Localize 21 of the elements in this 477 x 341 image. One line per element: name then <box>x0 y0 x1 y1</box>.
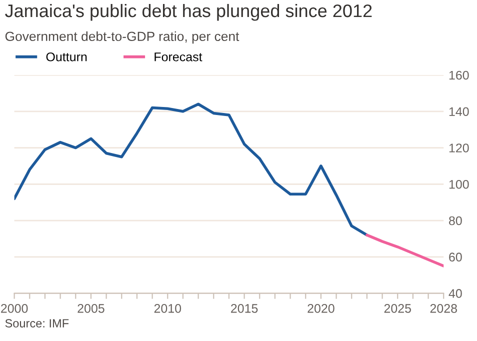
line-series <box>14 102 368 236</box>
y-tick-label: 120 <box>449 144 469 152</box>
line-series <box>366 234 444 268</box>
y-tick-label: 60 <box>449 252 462 262</box>
y-tick-label: 160 <box>449 70 469 80</box>
chart-title: Jamaica's public debt has plunged since 2012 <box>5 4 372 21</box>
x-tick-label: 2025 <box>384 304 411 313</box>
x-tick-label: 2015 <box>231 304 258 313</box>
y-tick-label: 40 <box>448 289 462 298</box>
y-tick-label: 140 <box>449 107 469 116</box>
x-tick-label: 2005 <box>78 304 104 313</box>
x-tick-label: 2010 <box>154 304 182 313</box>
x-tick-label: 2000 <box>1 304 28 313</box>
x-tick-label: 2028 <box>430 304 457 313</box>
y-tick-label: 100 <box>449 180 469 189</box>
source-note: Source: IMF <box>5 319 69 328</box>
y-tick-label: 80 <box>449 216 462 226</box>
legend-label: Outturn <box>46 52 87 62</box>
chart-subtitle: Government debt-to-GDP ratio, per cent <box>5 31 240 44</box>
legend-label: Forecast <box>154 52 202 62</box>
x-tick-label: 2020 <box>308 304 334 313</box>
